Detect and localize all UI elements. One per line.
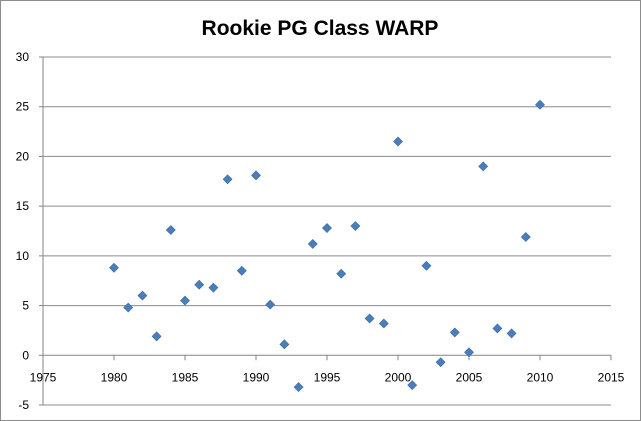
data-point	[449, 327, 460, 338]
data-point	[137, 290, 148, 301]
y-tick-label: 10	[16, 249, 30, 263]
x-tick-label: 1995	[314, 370, 341, 384]
data-point	[478, 161, 489, 172]
y-tick-label: -5	[18, 398, 29, 412]
x-tick-label: 2010	[527, 370, 554, 384]
x-tick-label: 2015	[598, 370, 625, 384]
data-point	[407, 380, 418, 391]
data-point	[180, 295, 190, 306]
data-point	[520, 232, 531, 242]
data-point	[222, 174, 233, 185]
chart-title: Rookie PG Class WARP	[202, 17, 439, 40]
data-point	[350, 221, 361, 231]
data-point	[492, 323, 503, 334]
data-point	[336, 268, 347, 279]
data-point	[109, 262, 119, 273]
data-point	[535, 99, 545, 110]
data-point	[307, 239, 318, 249]
x-tick-label: 1985	[172, 370, 199, 384]
y-tick-label: 0	[22, 348, 29, 362]
data-points	[109, 99, 545, 393]
y-tick-label: 15	[16, 199, 30, 213]
data-point	[378, 318, 389, 329]
data-point	[123, 302, 134, 313]
x-tick-label: 2000	[385, 370, 412, 384]
data-point	[251, 170, 261, 181]
x-tick-label: 1975	[30, 370, 57, 384]
data-point	[279, 339, 290, 350]
data-point	[293, 382, 304, 393]
data-point	[194, 279, 205, 290]
data-point	[506, 328, 517, 339]
data-point	[265, 299, 276, 310]
data-point	[435, 357, 446, 368]
y-tick-labels: -5 0 5 10 15 20 25 30	[16, 50, 30, 412]
data-point	[393, 136, 403, 147]
x-tick-label: 1980	[101, 370, 128, 384]
data-point	[165, 225, 176, 235]
x-tick-labels: 1975 1980 1985 1990 1995 2000 2005 2010 2015	[30, 370, 625, 384]
y-tick-label: 25	[16, 100, 30, 114]
data-point	[236, 265, 247, 276]
y-tick-label: 30	[16, 50, 30, 64]
data-point	[151, 331, 162, 342]
y-tick-label: 20	[16, 149, 30, 163]
x-tick-label: 1990	[243, 370, 270, 384]
x-tick-label: 2005	[456, 370, 483, 384]
data-point	[364, 313, 375, 324]
y-tick-label: 5	[22, 299, 29, 313]
data-point	[208, 282, 219, 293]
data-point	[421, 260, 432, 271]
gridlines	[43, 56, 611, 406]
data-point	[322, 223, 332, 233]
data-point	[464, 347, 474, 358]
axes	[39, 56, 612, 406]
